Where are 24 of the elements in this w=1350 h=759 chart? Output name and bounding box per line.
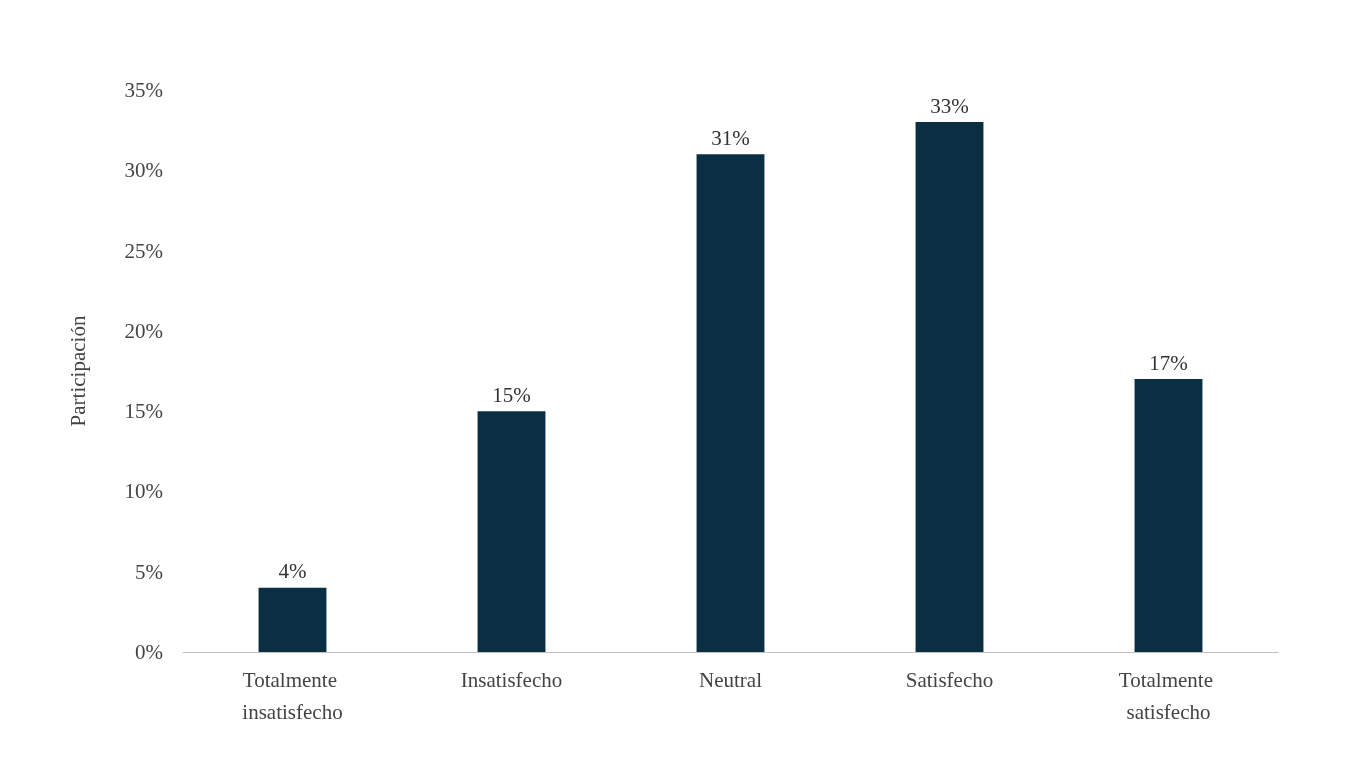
bar <box>696 154 765 652</box>
y-tick-label: 20% <box>124 318 163 343</box>
bar <box>1134 379 1203 652</box>
bar <box>477 411 546 652</box>
x-tick-label: Totalmente satisfecho <box>1118 668 1219 724</box>
data-label: 17% <box>1149 350 1188 375</box>
bar <box>915 122 984 652</box>
x-tick-label: Insatisfecho <box>460 668 563 692</box>
y-tick-label: 35% <box>124 78 163 102</box>
y-tick-label: 15% <box>124 399 163 424</box>
bar <box>258 587 327 652</box>
data-label: 15% <box>492 382 531 407</box>
x-tick-label: Totalmente insatisfecho <box>242 668 343 724</box>
x-tick-label: Neutral <box>699 668 763 692</box>
data-label: 4% <box>278 559 307 584</box>
y-tick-label: 30% <box>124 158 163 183</box>
y-tick-label: 10% <box>124 479 163 504</box>
x-tick-label: Satisfecho <box>905 668 994 692</box>
y-tick-label: 0% <box>135 640 163 664</box>
y-axis-title: Participación <box>65 315 90 427</box>
y-tick-label: 5% <box>135 559 163 584</box>
data-label: 33% <box>930 93 969 118</box>
y-tick-label: 25% <box>124 238 163 263</box>
data-label: 31% <box>711 125 750 150</box>
